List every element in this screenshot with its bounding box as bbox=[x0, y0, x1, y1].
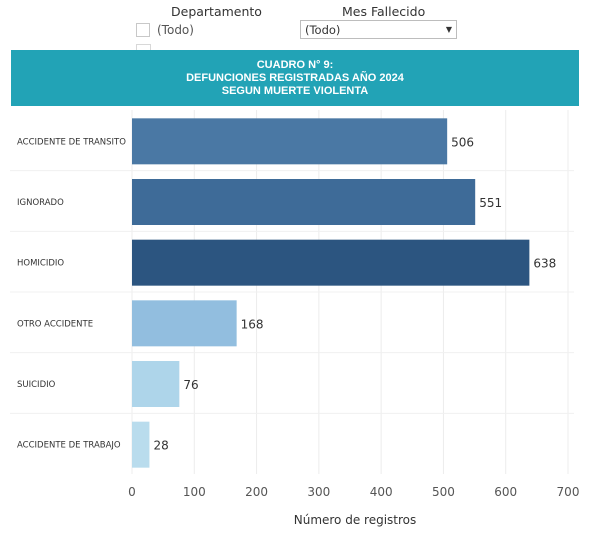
category-label: ACCIDENTE DE TRANSITO bbox=[17, 137, 126, 147]
x-axis-title: Número de registros bbox=[294, 513, 417, 527]
value-label: 28 bbox=[153, 439, 168, 453]
checkbox-icon[interactable] bbox=[136, 23, 150, 37]
mes-fallecido-select[interactable]: (Todo) ▼ bbox=[300, 20, 457, 39]
x-tick-label: 0 bbox=[128, 485, 136, 499]
x-tick-label: 600 bbox=[494, 485, 517, 499]
category-label: ACCIDENTE DE TRABAJO bbox=[17, 441, 121, 451]
departamento-option-todo[interactable]: (Todo) bbox=[136, 23, 194, 37]
x-tick-label: 300 bbox=[307, 485, 330, 499]
banner-line-3: SEGUN MUERTE VIOLENTA bbox=[221, 84, 369, 97]
chart-title-banner: CUADRO N° 9: DEFUNCIONES REGISTRADAS AÑO… bbox=[11, 50, 579, 106]
bar bbox=[132, 118, 448, 165]
category-label: IGNORADO bbox=[17, 198, 64, 208]
mes-fallecido-filter-label: Mes Fallecido bbox=[342, 4, 426, 19]
value-label: 168 bbox=[241, 317, 264, 331]
bar bbox=[132, 361, 180, 407]
departamento-filter-label: Departamento bbox=[171, 4, 262, 19]
mes-fallecido-value: (Todo) bbox=[305, 22, 341, 37]
x-tick-label: 700 bbox=[557, 485, 580, 499]
category-label: SUICIDIO bbox=[17, 380, 56, 390]
bar bbox=[132, 300, 237, 347]
x-tick-label: 200 bbox=[245, 485, 268, 499]
category-label: HOMICIDIO bbox=[17, 259, 64, 269]
departamento-option-label: (Todo) bbox=[157, 23, 194, 37]
x-tick-label: 500 bbox=[432, 485, 455, 499]
value-label: 506 bbox=[451, 135, 474, 149]
dropdown-arrow-icon[interactable]: ▼ bbox=[445, 25, 452, 34]
value-label: 638 bbox=[533, 257, 556, 271]
x-tick-label: 400 bbox=[370, 485, 393, 499]
bar bbox=[132, 239, 530, 286]
bar bbox=[132, 179, 476, 225]
banner-line-1: CUADRO N° 9: bbox=[256, 58, 334, 71]
value-label: 551 bbox=[479, 196, 502, 210]
banner-line-2: DEFUNCIONES REGISTRADAS AÑO 2024 bbox=[186, 71, 404, 84]
value-label: 76 bbox=[183, 378, 198, 392]
checkbox-icon[interactable] bbox=[136, 44, 151, 51]
category-label: OTRO ACCIDENTE bbox=[17, 319, 93, 329]
x-tick-label: 100 bbox=[183, 485, 206, 499]
bar bbox=[132, 421, 150, 468]
